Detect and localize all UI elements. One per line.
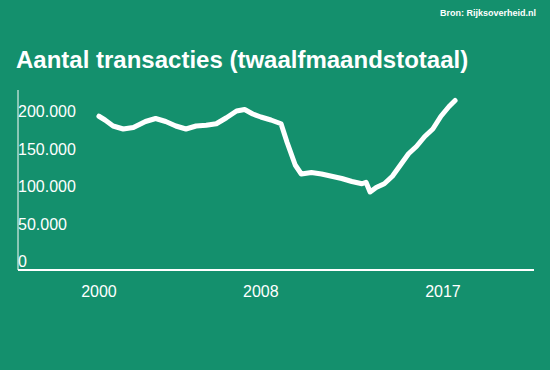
- svg-text:50.000: 50.000: [18, 216, 67, 233]
- svg-text:150.000: 150.000: [18, 141, 76, 158]
- svg-text:200.000: 200.000: [18, 103, 76, 120]
- html-text:Aantal transacties (twaalfmaan: Aantal transacties (twaalfmaandstotaal): [16, 46, 469, 73]
- svg-text:2017: 2017: [425, 283, 461, 300]
- svg-text:0: 0: [18, 253, 27, 270]
- svg-text:2008: 2008: [243, 283, 279, 300]
- svg-text:100.000: 100.000: [18, 178, 76, 195]
- html-text:Bron: Rijksoverheid.nl: Bron: Rijksoverheid.nl: [440, 8, 536, 18]
- svg-text:2000: 2000: [81, 283, 117, 300]
